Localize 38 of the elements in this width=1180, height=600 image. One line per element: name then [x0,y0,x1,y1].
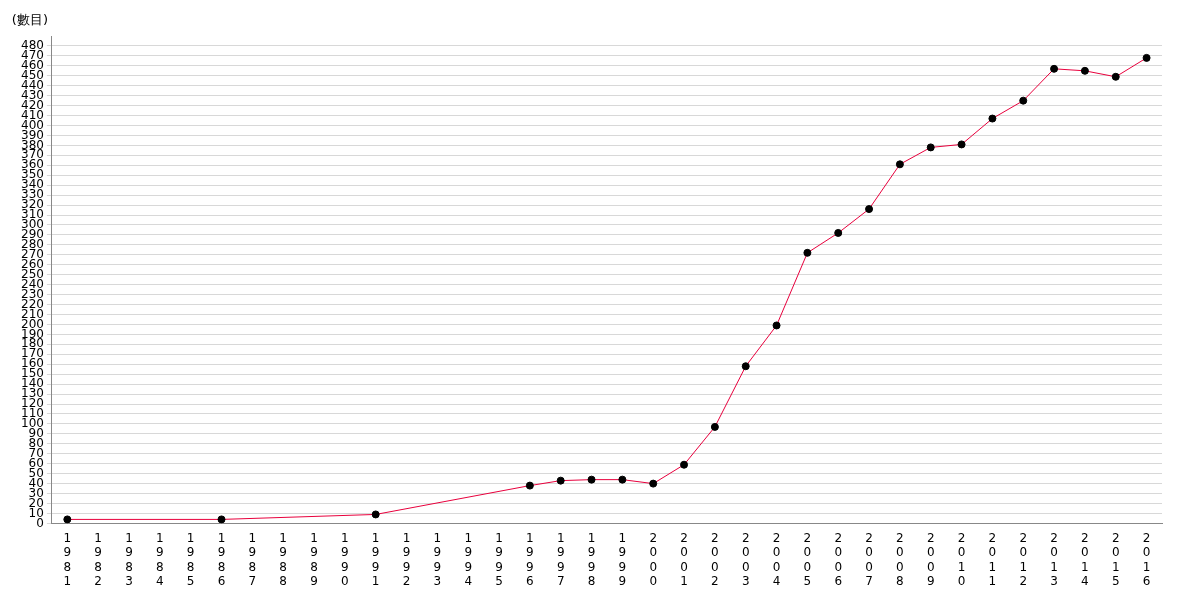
x-tick-label: 1997 [556,530,565,588]
x-tick-label: 1984 [156,530,164,588]
x-tick-label: 2008 [896,530,904,588]
x-tick-label: 1996 [526,530,534,588]
x-tick-label: 1998 [587,530,596,588]
x-tick-label: 2016 [1142,530,1151,588]
x-tick-label: 2001 [680,530,688,588]
x-tick-label: 2015 [1111,530,1120,588]
x-tick-label: 1999 [618,530,627,588]
x-tick-label: 2005 [803,530,812,588]
x-tick-label: 2010 [957,530,966,588]
x-tick-label: 2004 [772,530,781,588]
x-tick-label: 1993 [433,530,442,588]
y-axis-title: (數目) [11,11,48,27]
x-tick-label: 2002 [711,530,719,588]
x-tick-label: 1987 [248,530,257,588]
x-tick-label: 1995 [495,530,503,588]
x-tick-label: 2007 [865,530,873,588]
x-tick-label: 1983 [125,530,133,588]
x-tick-label: 2000 [649,530,658,588]
x-tick-label: 2009 [926,530,935,588]
x-tick-label: 2013 [1050,530,1058,588]
x-tick-label: 2003 [741,530,750,588]
x-tick-label: 1982 [94,530,102,588]
x-tick-label: 2011 [988,530,997,588]
x-tick-label: 1988 [279,530,287,588]
x-tick-label: 1985 [186,530,195,588]
x-tick-label: 2014 [1081,530,1089,588]
x-tick-label: 2012 [1019,530,1028,588]
x-tick-label: 1981 [63,530,72,588]
x-tick-label: 1994 [464,530,473,588]
x-tick-label: 1989 [310,530,318,588]
x-tick-label: 2006 [834,530,843,588]
x-tick-label: 1991 [371,530,380,588]
x-tick-label: 1986 [217,530,226,588]
y-tick-label: 0 [36,515,44,530]
x-tick-label: 1992 [402,530,411,588]
x-tick-label: 1990 [341,530,349,588]
